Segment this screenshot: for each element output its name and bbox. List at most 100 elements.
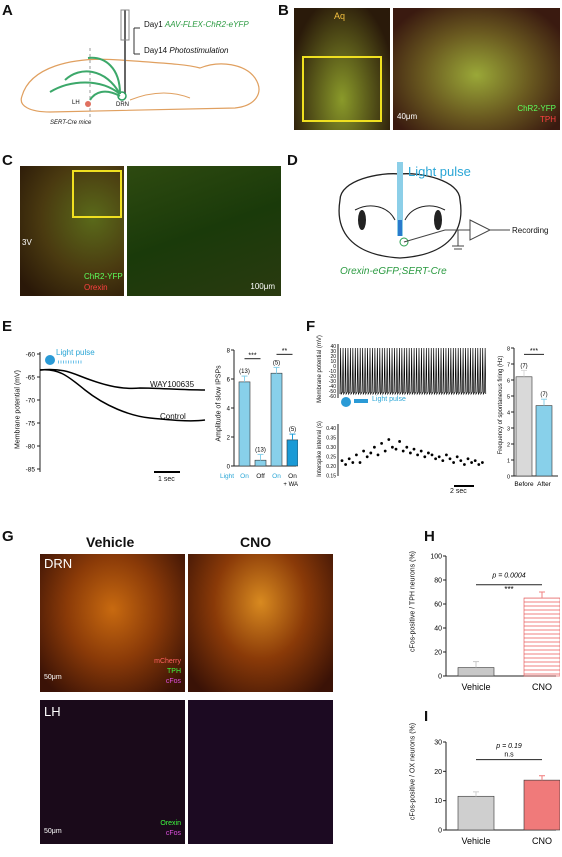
y-tick-label: 0.35 — [326, 436, 336, 442]
isi-point — [362, 449, 365, 453]
y-tick-label: 100 — [430, 554, 442, 561]
y-tick-label: -60 — [26, 352, 36, 359]
isi-point — [365, 455, 369, 459]
light-pulse-label-e: Light pulse — [56, 348, 95, 357]
isi-point — [383, 449, 387, 453]
y-tick-label: 30 — [330, 349, 336, 355]
isi-point — [416, 453, 419, 457]
y-tick-label: 3 — [507, 427, 510, 433]
col-cno-label: CNO — [240, 534, 272, 550]
y-tick-label: 8 — [507, 347, 510, 353]
bar — [238, 381, 251, 467]
y-tick-label: -50 — [329, 389, 336, 395]
isi-point — [434, 457, 437, 461]
y-tick-label: 0 — [227, 465, 231, 471]
y-tick-label: 4 — [227, 407, 231, 413]
isi-point — [351, 461, 355, 464]
bar — [523, 597, 561, 677]
y-tick-label: 4 — [507, 411, 510, 417]
panel-f-trace: 40 30 20 10 0 -10 -20 -30 -40 -50 -60 0.40 0.35 0.30 0… — [314, 335, 494, 506]
photostim-label: Photostimulation — [169, 46, 229, 55]
y-tick-label: 2 — [507, 443, 510, 449]
micrograph-c-left: 3V ChR2-YFP Orexin — [20, 166, 124, 296]
isi-point — [340, 459, 344, 463]
panel-h-chart: 100 80 60 40 20 0 Vehicle CNO p = 0.0004 *** cFos… — [400, 540, 561, 700]
isi-point — [481, 461, 484, 464]
sert-cre-label: SERT-Cre mice — [50, 120, 92, 126]
x-label: Vehicle — [461, 682, 490, 692]
panel-label-e: E — [2, 318, 13, 335]
isi-point — [344, 463, 347, 466]
panel-label-h: H — [424, 528, 435, 545]
isi-point — [473, 459, 477, 463]
light-pulse-label-d: Light pulse — [408, 164, 471, 179]
lh-label: LH — [72, 100, 80, 106]
zoom-box-c — [72, 170, 122, 218]
e-trace-svg: -60 -65 -70 -75 -80 -85 — [26, 352, 206, 474]
panel-f-bar: 8 7 6 5 4 3 2 1 0 (7) (7) Before After *** Frequency … — [494, 336, 560, 506]
sig-label: *** — [504, 585, 513, 594]
y-tick-label: 7 — [507, 363, 510, 369]
isi-point — [463, 463, 466, 466]
isi-point — [445, 453, 448, 457]
bar — [523, 779, 561, 831]
virus-label: AAV-FLEX-ChR2-eYFP — [164, 20, 249, 29]
isi-point — [358, 461, 362, 464]
isi-point — [387, 438, 391, 441]
e-ylabel: Membrane potential (mV) — [14, 370, 22, 449]
drn-label: DRN — [116, 102, 129, 108]
isi-point — [369, 451, 373, 455]
n-label: (5) — [289, 427, 296, 433]
n-label: (13) — [255, 447, 266, 453]
isi-point — [394, 447, 398, 451]
tph-label-g: TPH — [167, 668, 181, 675]
y-tick-label: -30 — [329, 379, 336, 385]
micrograph-c-right: 100μm — [127, 166, 281, 296]
control-trace-label: Control — [160, 412, 186, 421]
scale-label-c: 100μm — [250, 282, 275, 291]
y-tick-label: -20 — [329, 374, 336, 380]
orexin-label-c: Orexin — [84, 283, 108, 292]
y-tick-label: 5 — [507, 395, 510, 401]
y-tick-label: 0 — [333, 364, 336, 370]
y-tick-label: 6 — [227, 378, 231, 384]
f-bar-ylabel: Frequency of spontaneous firing (Hz) — [498, 355, 504, 455]
way-trace-label: WAY100635 — [150, 380, 195, 389]
v3-label: 3V — [22, 238, 32, 247]
isi-point — [466, 457, 470, 461]
y-tick-label: 20 — [434, 650, 442, 657]
panel-label-f: F — [306, 318, 316, 335]
y-tick-label: 6 — [507, 379, 510, 385]
bar — [254, 459, 267, 467]
bar — [270, 372, 283, 467]
isi-point — [376, 453, 380, 457]
x-label: On — [288, 473, 297, 480]
scale-label-g2: 50μm — [44, 828, 62, 835]
y-tick-label: -70 — [26, 398, 36, 405]
y-tick-label: -85 — [26, 467, 36, 474]
y-tick-label: 20 — [330, 354, 336, 360]
y-tick-label: 80 — [434, 578, 442, 585]
y-tick-label: 0 — [438, 674, 442, 681]
f-bar-svg: 8 7 6 5 4 3 2 1 0 (7) (7) Before After *** — [507, 347, 558, 488]
panel-label-g: G — [2, 528, 14, 545]
y-tick-label: 1 — [507, 459, 510, 465]
x-label: CNO — [532, 682, 552, 692]
panel-a-schematic: Day1 AAV-FLEX-ChR2-eYFP Day14 Photostimu… — [10, 8, 280, 136]
f-ylabel-bot: Interspike interval (s) — [317, 421, 323, 477]
bar — [457, 667, 495, 677]
y-tick-label: 20 — [434, 769, 442, 776]
micrograph-g-lh-cno — [188, 700, 333, 844]
isi-point — [441, 459, 445, 463]
isi-point — [419, 449, 423, 453]
panel-label-b: B — [278, 2, 289, 19]
y-tick-label: 60 — [434, 602, 442, 609]
e-bar-ylabel: Amplitude of slow IPSPs — [215, 365, 223, 442]
micrograph-b-left: Aq — [294, 8, 390, 130]
y-tick-label: 10 — [330, 359, 336, 365]
orexin-label-g: Orexin — [160, 820, 181, 827]
x-label: After — [537, 481, 552, 488]
tph-label-b: TPH — [540, 115, 556, 124]
